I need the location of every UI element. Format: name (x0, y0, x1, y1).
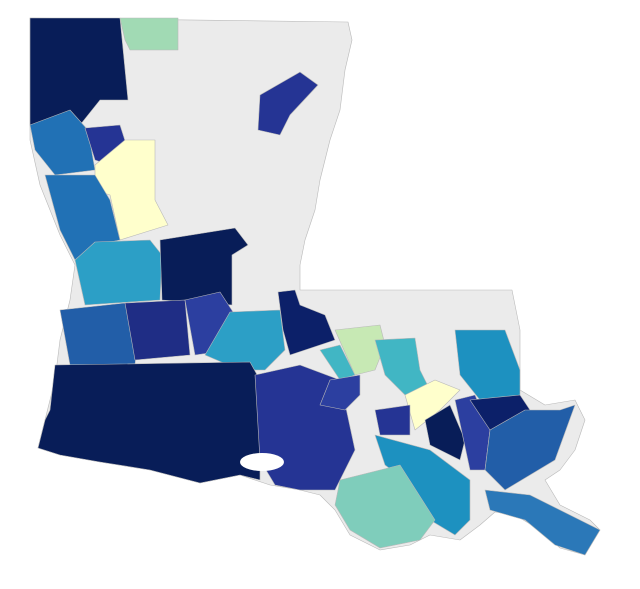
parish (334, 464, 436, 549)
parish (74, 239, 163, 306)
parish (257, 71, 319, 136)
parish (37, 361, 261, 484)
parish (484, 489, 601, 556)
parish (319, 374, 361, 411)
parish (159, 227, 249, 306)
parish (119, 17, 179, 51)
parish (424, 404, 466, 461)
lake (240, 453, 284, 471)
parish (484, 404, 576, 491)
parish (404, 379, 461, 431)
parish (124, 299, 191, 361)
parish (277, 289, 336, 356)
parish (374, 404, 411, 436)
parish (204, 309, 286, 371)
